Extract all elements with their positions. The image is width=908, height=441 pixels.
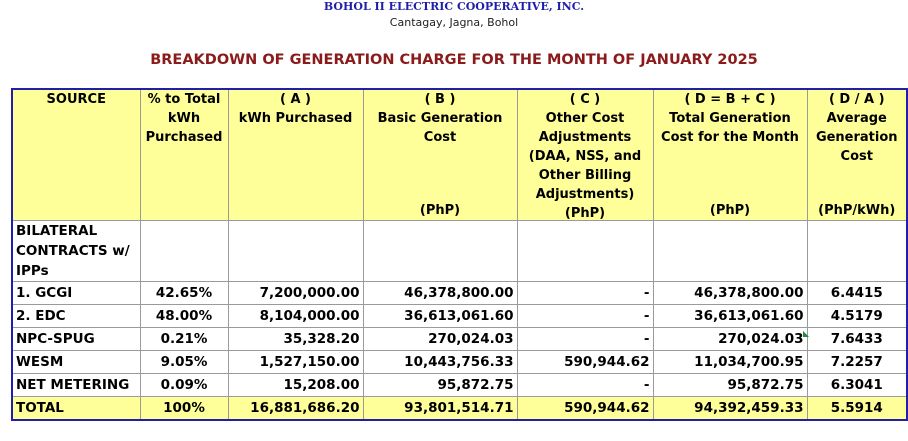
cell-total-cost bbox=[652, 220, 808, 282]
cell-source: 2. EDC bbox=[11, 304, 141, 328]
cell-avg-cost: 6.4415 bbox=[806, 281, 908, 305]
col-label: % to Total kWh Purchased bbox=[145, 92, 223, 145]
col-label: Total Generation Cost for the Month bbox=[661, 111, 799, 145]
header-row: SOURCE % to Total kWh Purchased ( A ) kWh… bbox=[11, 88, 908, 221]
cell-basic-cost bbox=[362, 220, 518, 282]
org-name: BOHOL II ELECTRIC COOPERATIVE, INC. bbox=[323, 0, 585, 13]
col-formula: ( C ) bbox=[569, 92, 601, 107]
cell-percent bbox=[139, 220, 229, 282]
cell-total-cost: 11,034,700.95 bbox=[652, 350, 808, 374]
total-row: TOTAL 100% 16,881,686.20 93,801,514.71 5… bbox=[11, 396, 908, 421]
cell-kwh: 16,881,686.20 bbox=[227, 396, 364, 421]
cell-comment-indicator bbox=[803, 331, 809, 337]
cell-avg-cost: 6.3041 bbox=[806, 373, 908, 397]
cell-total-cost: 95,872.75 bbox=[652, 373, 808, 397]
cell-percent: 0.09% bbox=[139, 373, 229, 397]
col-formula: ( D = B + C ) bbox=[684, 92, 776, 107]
col-header-source: SOURCE bbox=[11, 88, 141, 221]
col-header-avg-cost: ( D / A ) Average Generation Cost (PhP/kWh… bbox=[806, 88, 908, 221]
org-address: Cantagay, Jagna, Bohol bbox=[389, 16, 519, 29]
cell-other-cost: 590,944.62 bbox=[516, 396, 654, 421]
cell-kwh: 1,527,150.00 bbox=[227, 350, 364, 374]
cell-kwh bbox=[227, 220, 364, 282]
cell-other-cost: 590,944.62 bbox=[516, 350, 654, 374]
table-row: BILATERAL CONTRACTS w/ IPPs bbox=[11, 220, 908, 282]
col-label: kWh Purchased bbox=[238, 111, 353, 126]
table-row: 1. GCGI 42.65% 7,200,000.00 46,378,800.0… bbox=[11, 281, 908, 305]
col-unit: (PhP) bbox=[419, 203, 461, 218]
cell-source: BILATERAL CONTRACTS w/ IPPs bbox=[11, 220, 141, 282]
cell-avg-cost bbox=[806, 220, 908, 282]
col-label: Basic Generation Cost bbox=[377, 111, 503, 145]
cell-percent: 48.00% bbox=[139, 304, 229, 328]
cell-percent: 42.65% bbox=[139, 281, 229, 305]
cell-percent: 9.05% bbox=[139, 350, 229, 374]
cell-other-cost: - bbox=[516, 281, 654, 305]
col-label: SOURCE bbox=[46, 92, 106, 107]
col-label: Other Cost Adjustments (DAA, NSS, and Ot… bbox=[528, 111, 642, 202]
cell-other-cost bbox=[516, 220, 654, 282]
table-row: NPC-SPUG 0.21% 35,328.20 270,024.03 - 27… bbox=[11, 327, 908, 351]
cell-avg-cost: 4.5179 bbox=[806, 304, 908, 328]
col-header-total-cost: ( D = B + C ) Total Generation Cost for t… bbox=[652, 88, 808, 221]
cell-percent: 0.21% bbox=[139, 327, 229, 351]
cell-other-cost: - bbox=[516, 327, 654, 351]
col-formula: ( B ) bbox=[424, 92, 456, 107]
cell-total-cost: 46,378,800.00 bbox=[652, 281, 808, 305]
cell-basic-cost: 36,613,061.60 bbox=[362, 304, 518, 328]
generation-charge-table: SOURCE % to Total kWh Purchased ( A ) kWh… bbox=[11, 88, 908, 421]
cell-source: NET METERING bbox=[11, 373, 141, 397]
col-label: Average Generation Cost bbox=[815, 111, 898, 164]
cell-source: WESM bbox=[11, 350, 141, 374]
cell-percent: 100% bbox=[139, 396, 229, 421]
col-unit: (PhP) bbox=[709, 203, 751, 218]
cell-basic-cost: 93,801,514.71 bbox=[362, 396, 518, 421]
cell-total-cost: 94,392,459.33 bbox=[652, 396, 808, 421]
cell-kwh: 8,104,000.00 bbox=[227, 304, 364, 328]
cell-source: TOTAL bbox=[11, 396, 141, 421]
cell-total-cost: 36,613,061.60 bbox=[652, 304, 808, 328]
col-header-basic-cost: ( B ) Basic Generation Cost (PhP) bbox=[362, 88, 518, 221]
col-formula: ( D / A ) bbox=[828, 92, 885, 107]
table-row: WESM 9.05% 1,527,150.00 10,443,756.33 59… bbox=[11, 350, 908, 374]
table-row: 2. EDC 48.00% 8,104,000.00 36,613,061.60… bbox=[11, 304, 908, 328]
cell-total-cost: 270,024.03 bbox=[652, 327, 808, 351]
cell-avg-cost: 5.5914 bbox=[806, 396, 908, 421]
col-unit: (PhP) bbox=[564, 206, 606, 221]
cell-kwh: 15,208.00 bbox=[227, 373, 364, 397]
cell-basic-cost: 10,443,756.33 bbox=[362, 350, 518, 374]
cell-basic-cost: 270,024.03 bbox=[362, 327, 518, 351]
col-header-kwh: ( A ) kWh Purchased bbox=[227, 88, 364, 221]
cell-kwh: 35,328.20 bbox=[227, 327, 364, 351]
col-formula: ( A ) bbox=[280, 92, 311, 107]
cell-other-cost: - bbox=[516, 373, 654, 397]
cell-source: 1. GCGI bbox=[11, 281, 141, 305]
cell-avg-cost: 7.6433 bbox=[806, 327, 908, 351]
cell-basic-cost: 95,872.75 bbox=[362, 373, 518, 397]
cell-source: NPC-SPUG bbox=[11, 327, 141, 351]
col-header-percent: % to Total kWh Purchased bbox=[139, 88, 229, 221]
cell-avg-cost: 7.2257 bbox=[806, 350, 908, 374]
report-title: BREAKDOWN OF GENERATION CHARGE FOR THE M… bbox=[150, 52, 758, 68]
table-row: NET METERING 0.09% 15,208.00 95,872.75 -… bbox=[11, 373, 908, 397]
col-unit: (PhP/kWh) bbox=[818, 203, 896, 218]
cell-other-cost: - bbox=[516, 304, 654, 328]
cell-kwh: 7,200,000.00 bbox=[227, 281, 364, 305]
cell-basic-cost: 46,378,800.00 bbox=[362, 281, 518, 305]
col-header-other-cost: ( C ) Other Cost Adjustments (DAA, NSS, a… bbox=[516, 88, 654, 221]
